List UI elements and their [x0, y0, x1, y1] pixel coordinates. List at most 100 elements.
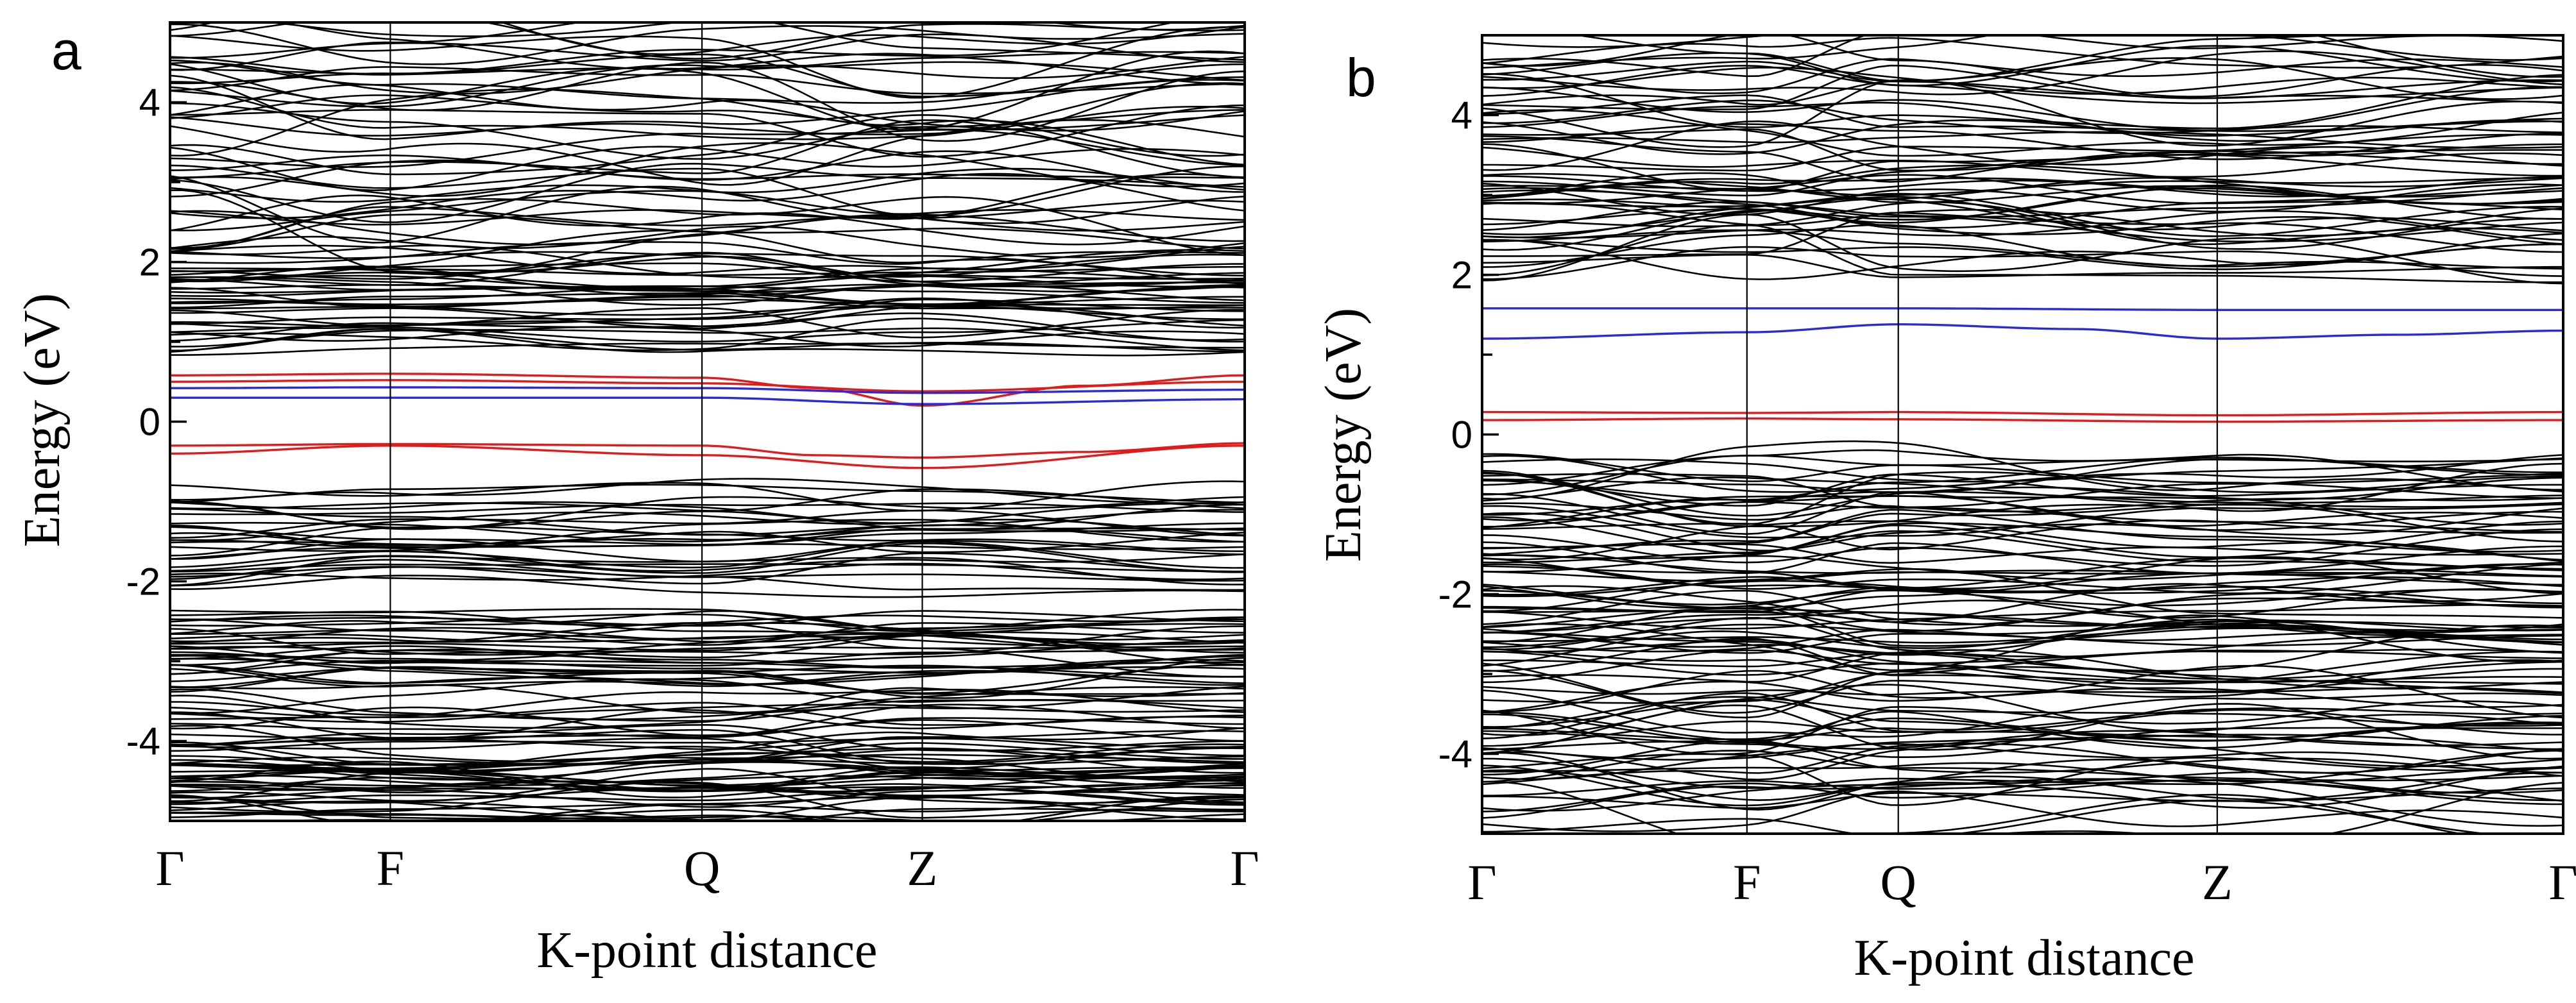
panel-a-band-red-lower-2 — [170, 444, 1245, 469]
panel-b-band-0-21 — [1482, 35, 2563, 98]
panel-b-kpoint-label-4: Γ — [2548, 854, 2576, 910]
panel-b-band-2-13 — [1482, 503, 2563, 539]
panel-b-band-2-30 — [1482, 453, 2563, 482]
panel-b-band-2-26 — [1482, 458, 2563, 494]
panel-b-band-1-30 — [1482, 175, 2563, 198]
panel-a-band-3-29 — [170, 610, 1245, 627]
panel-a-band-5-28 — [170, 752, 1245, 782]
panel-a-band-2-2 — [170, 559, 1245, 582]
panel-b-band-1-26 — [1482, 177, 2563, 198]
panel-b-band-0-13 — [1482, 64, 2563, 110]
panel-b-band-4-17 — [1482, 743, 2563, 780]
panel-a-band-3-18 — [170, 622, 1245, 645]
panel-b-band-3-30 — [1482, 572, 2563, 609]
panel-b-band-4-37 — [1482, 659, 2563, 714]
panel-b-band-1-7 — [1482, 239, 2563, 271]
panel-b-band-4-8 — [1482, 779, 2563, 813]
panel-a-band-0-42 — [170, 26, 1245, 99]
panel-b-band-1-23 — [1482, 174, 2563, 211]
panel-a-band-2-17 — [170, 522, 1245, 548]
panel-a-band-3-24 — [170, 618, 1245, 640]
panel-a-band-1-8 — [170, 307, 1245, 339]
panel-b-band-2-32 — [1482, 454, 2563, 493]
panel-a-band-5-12 — [170, 786, 1245, 806]
panel-a-band-0-35 — [170, 66, 1245, 95]
panel-a-band-4-17 — [170, 678, 1245, 714]
panel-a-band-4-5 — [170, 738, 1245, 757]
panel-a-band-0-45 — [260, 22, 1245, 37]
panel-a-band-2-6 — [170, 543, 1245, 574]
panel-b-band-3-2 — [1482, 649, 2563, 685]
panel-b-band-0-23 — [1482, 35, 2563, 78]
panel-b-band-2-23 — [1482, 473, 2563, 509]
panel-b-band-4-7 — [1482, 788, 2563, 809]
panel-b-band-1-31 — [1482, 146, 2563, 172]
panel-a-band-2-10 — [170, 541, 1245, 569]
panel-b-band-1-33 — [1482, 146, 2563, 178]
panel-b: b 4 2 0 -2 -4 Γ F Q Z Γ Energy (eV) K-point dist… — [1315, 34, 2576, 986]
panel-a-band-red-lower — [170, 442, 1245, 459]
panel-b-ytick-label-0: 4 — [1451, 94, 1472, 137]
panel-a-band-1-25 — [170, 266, 1245, 296]
panel-a-band-1-21 — [170, 276, 1245, 307]
panel-a-band-0-19 — [170, 142, 1245, 198]
panel-a-band-5-31 — [170, 754, 1245, 766]
panel-a-band-2-20 — [170, 509, 1245, 539]
panel-b-band-3-21 — [1482, 603, 2563, 630]
panel-a-band-5-33 — [170, 743, 1245, 771]
panel-b-band-2-31 — [1482, 440, 2563, 500]
panel-a-band-0-27 — [170, 104, 1245, 158]
panel-b-highlight-bands — [1482, 307, 2563, 423]
panel-b-band-4-13 — [1482, 748, 2563, 811]
panel-b-band-2-7 — [1482, 530, 2563, 570]
panel-a-ytick-label-1: 2 — [139, 241, 160, 284]
panel-a: a 4 2 0 -2 -4 Γ F Q Z Γ Energy (eV) K-point dist… — [14, 21, 1259, 979]
panel-a-y-ticks: 4 2 0 -2 -4 — [126, 21, 187, 822]
panel-b-band-4-36 — [1482, 668, 2563, 719]
panel-a-band-red-upper-2 — [170, 379, 1245, 392]
panel-a-band-0-36 — [170, 50, 1245, 131]
panel-b-band-4-32 — [1482, 684, 2563, 736]
panel-b-band-blue-upper — [1482, 307, 2563, 311]
panel-a-band-0-11 — [170, 173, 1245, 244]
panel-b-band-1-29 — [1482, 143, 2563, 192]
panel-a-band-1-29 — [170, 251, 1245, 286]
panel-a-band-1-4 — [170, 317, 1245, 351]
panel-a-band-0-5 — [170, 196, 1245, 257]
panel-b-band-2-28 — [1482, 454, 2563, 500]
panel-b-band-4-16 — [1482, 743, 2563, 794]
panel-a-band-3-15 — [170, 634, 1245, 654]
panel-b-band-red-lower — [1482, 417, 2563, 423]
panel-a-band-2-7 — [170, 563, 1245, 573]
panel-a-band-3-20 — [170, 634, 1245, 646]
panel-b-band-3-8 — [1482, 618, 2563, 667]
panel-a-band-4-15 — [170, 686, 1245, 721]
panel-a-band-5-29 — [170, 756, 1245, 778]
panel-b-band-0-12 — [1482, 66, 2563, 95]
panel-b-band-2-12 — [1482, 503, 2563, 549]
panel-a-kpoint-label-3: Z — [907, 840, 938, 896]
panel-a-kpoint-label-2: Q — [684, 840, 720, 896]
panel-b-band-2-17 — [1482, 491, 2563, 535]
panel-a-band-5-7 — [170, 795, 1245, 820]
panel-a-highlight-bands — [170, 373, 1245, 469]
panel-b-band-0-10 — [1482, 72, 2563, 130]
panel-b-band-4-11 — [1482, 753, 2563, 806]
panel-a-band-2-27 — [170, 480, 1245, 512]
panel-a-ytick-label-4: -4 — [126, 720, 160, 763]
panel-a-band-4-10 — [170, 704, 1245, 737]
panel-a-band-0-46 — [170, 22, 1245, 71]
panel-b-band-4-35 — [1482, 686, 2563, 696]
panel-b-kpoint-label-1: F — [1733, 854, 1761, 910]
panel-b-ytick-label-4: -4 — [1438, 733, 1472, 776]
panel-b-band-1-28 — [1482, 153, 2563, 197]
panel-b-band-3-1 — [1482, 650, 2563, 676]
panel-b-band-4-39 — [1482, 666, 2563, 704]
panel-b-band-0-14 — [1482, 65, 2563, 105]
panel-b-band-red-upper — [1482, 410, 2563, 417]
panel-b-band-1-6 — [1482, 214, 2563, 285]
panel-a-band-0-9 — [170, 194, 1245, 246]
